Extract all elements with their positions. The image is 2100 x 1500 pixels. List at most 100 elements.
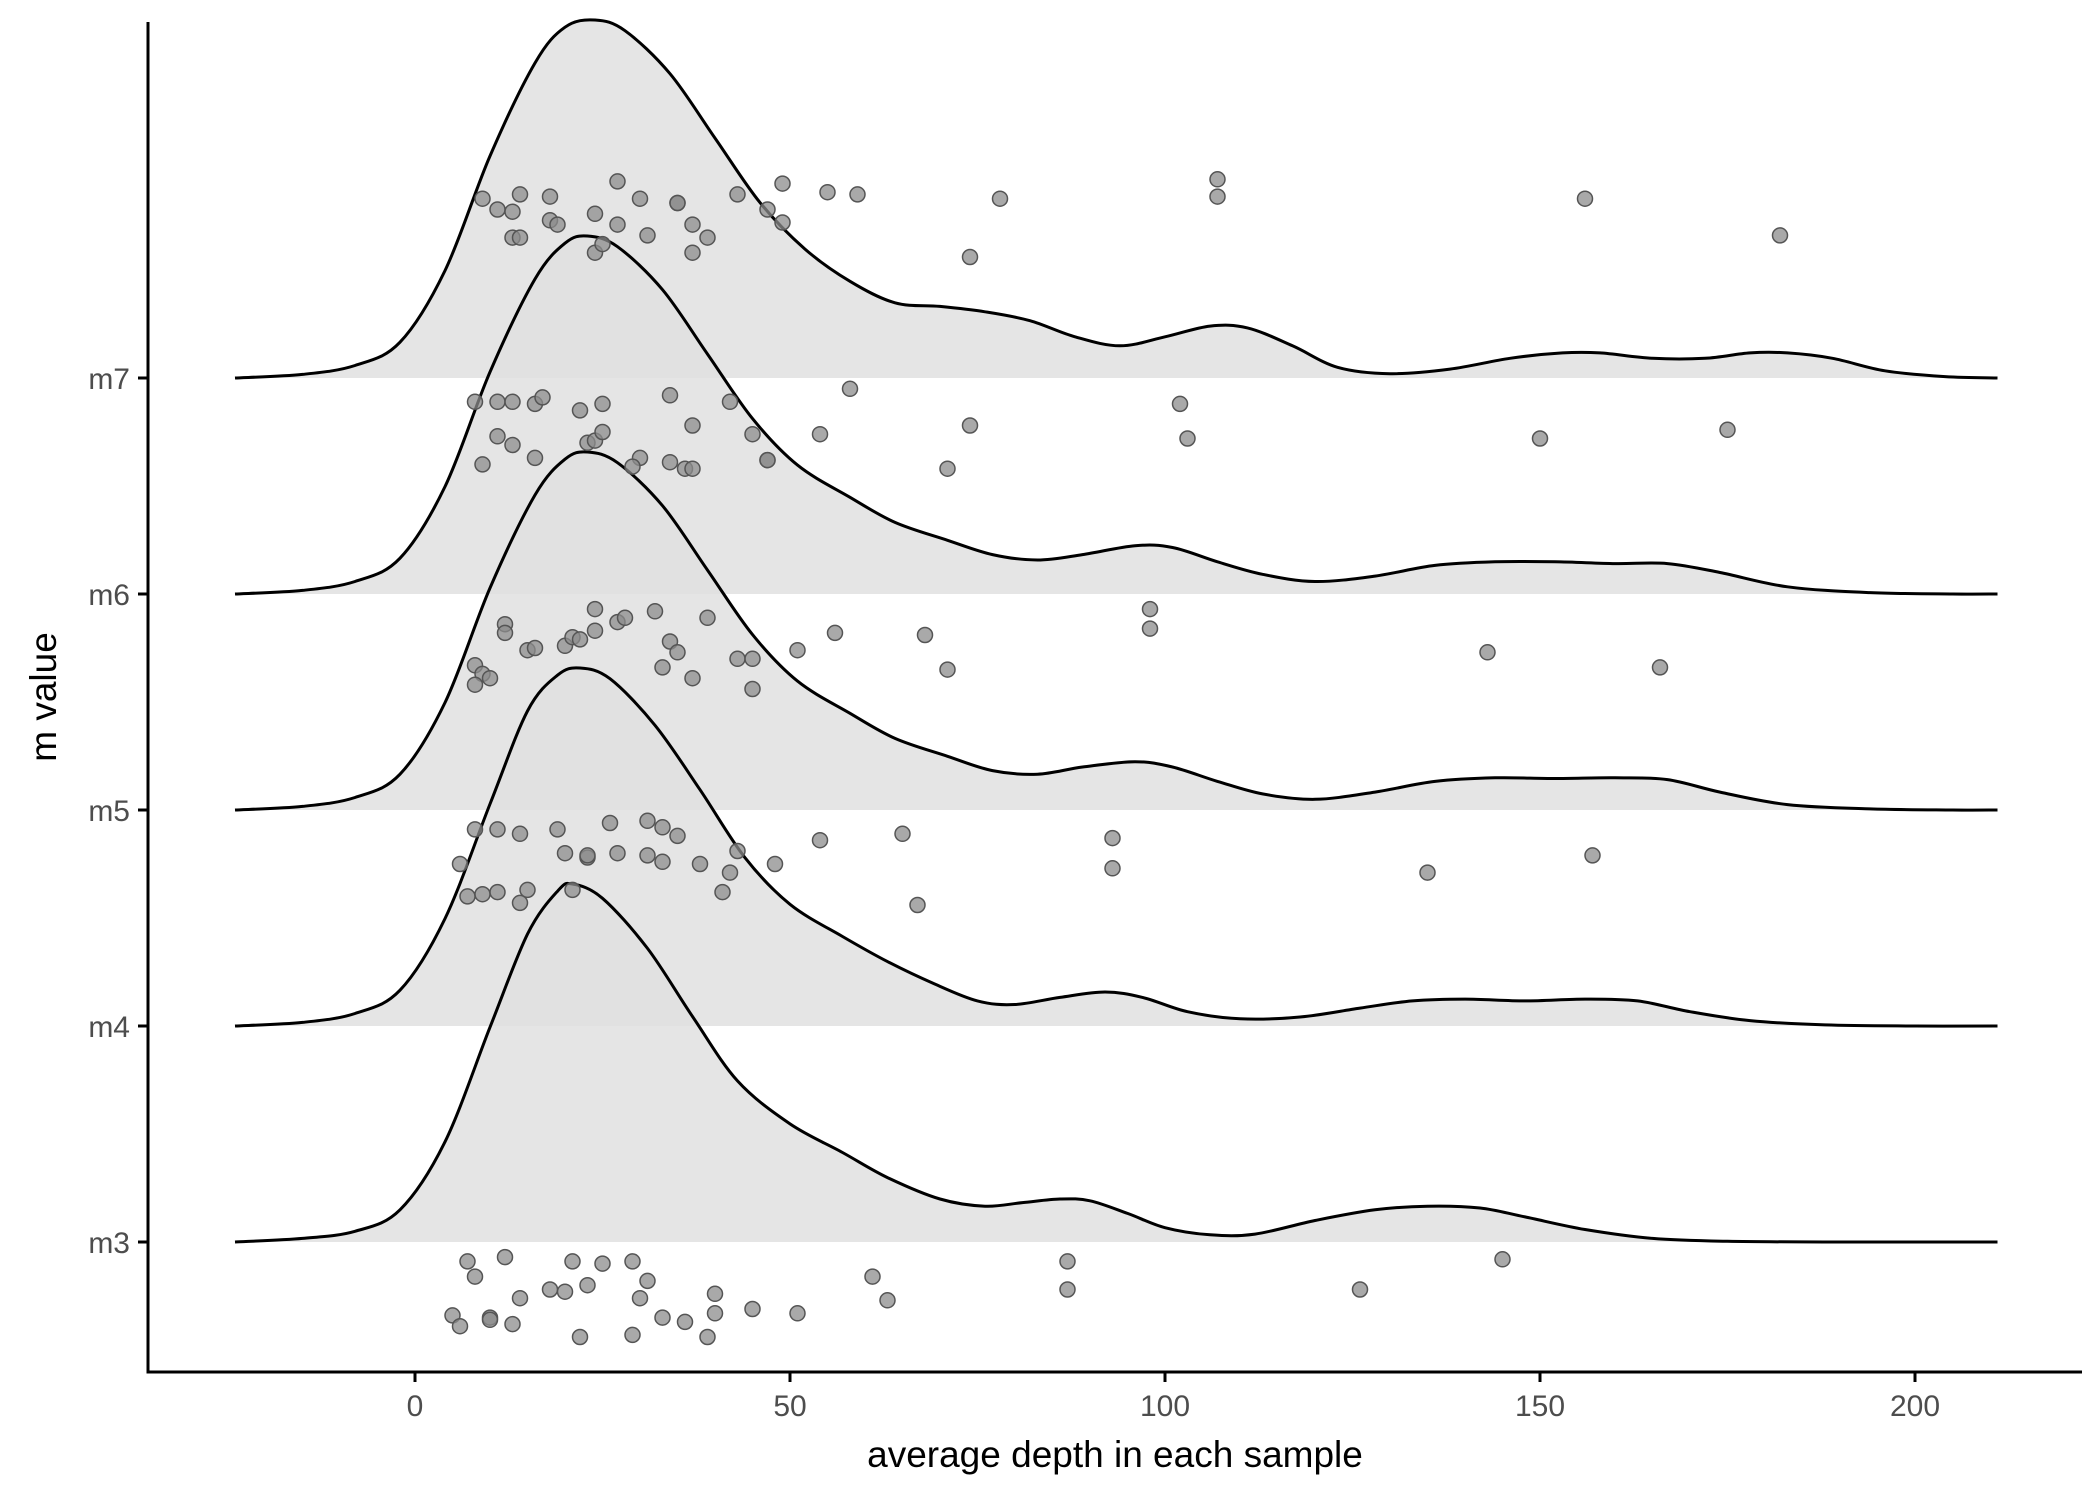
point-m7 (511, 186, 529, 203)
point-m6 (811, 425, 829, 443)
point-m4 (511, 825, 529, 843)
point-m4 (549, 821, 566, 838)
point-m7 (586, 205, 604, 223)
point-m4 (721, 864, 739, 881)
point-m3 (579, 1276, 596, 1294)
point-m6 (624, 458, 641, 475)
axes-layer (146, 22, 2082, 1374)
point-m3 (864, 1268, 881, 1285)
point-m3 (654, 1309, 671, 1326)
x-axis-title: average depth in each sample (867, 1434, 1363, 1475)
point-m4 (511, 894, 529, 912)
point-m3 (556, 1283, 574, 1300)
point-m7 (774, 175, 791, 192)
point-m4 (1104, 829, 1121, 847)
point-m7 (1771, 227, 1789, 244)
point-m4 (474, 885, 491, 903)
point-m4 (639, 847, 656, 864)
point-m4 (579, 847, 596, 864)
point-m7 (1209, 188, 1226, 205)
point-m6 (1719, 421, 1736, 439)
x-ticks: 0 50 100 150 200 (407, 1372, 1940, 1423)
point-m6 (504, 393, 521, 411)
point-m4 (654, 853, 671, 871)
point-m4 (729, 842, 746, 860)
point-m3 (1059, 1281, 1076, 1298)
point-m7 (594, 235, 611, 253)
point-m7 (609, 173, 626, 190)
point-m4 (451, 855, 469, 873)
point-m4 (1419, 864, 1436, 881)
ridge-fill-m3 (235, 883, 1998, 1243)
point-m3 (564, 1253, 581, 1270)
point-m7 (684, 244, 701, 261)
point-m5 (586, 600, 604, 618)
point-m7 (729, 186, 746, 203)
point-m5 (1141, 620, 1159, 637)
point-m3 (1351, 1281, 1369, 1298)
point-m3 (481, 1311, 499, 1329)
point-m3 (541, 1281, 559, 1298)
point-m3 (699, 1328, 716, 1346)
point-m3 (706, 1285, 724, 1303)
point-m3 (594, 1255, 611, 1272)
point-m7 (489, 201, 506, 218)
point-m7 (609, 216, 626, 233)
point-m7 (849, 186, 866, 203)
y-tick-label-m6: m6 (88, 579, 130, 612)
point-m3 (511, 1289, 529, 1307)
point-m5 (1141, 600, 1159, 618)
point-m5 (684, 669, 701, 687)
y-tick-label-m7: m7 (88, 363, 130, 396)
point-m6 (841, 380, 859, 398)
point-m6 (661, 387, 679, 404)
point-m6 (504, 436, 521, 454)
point-m6 (594, 423, 611, 441)
point-m7 (1209, 171, 1226, 188)
point-m6 (759, 451, 776, 469)
point-m3 (504, 1315, 521, 1333)
point-m5 (646, 603, 664, 620)
point-m4 (639, 812, 656, 830)
point-m4 (459, 888, 476, 905)
point-m4 (669, 827, 686, 845)
point-m3 (631, 1289, 649, 1307)
ridge-m5 (234, 450, 1998, 812)
point-m3 (639, 1272, 656, 1290)
point-m5 (586, 622, 604, 639)
ridge-fill-m6 (235, 235, 1998, 595)
point-m5 (526, 639, 544, 657)
point-m5 (1479, 644, 1496, 661)
x-tick-label: 200 (1890, 1390, 1940, 1423)
point-m6 (684, 417, 701, 434)
point-m6 (744, 425, 761, 443)
point-m7 (474, 190, 491, 207)
ridge-fill-m5 (235, 451, 1998, 811)
point-m6 (1179, 430, 1196, 447)
y-axis-title: m value (23, 632, 64, 762)
point-m6 (1531, 430, 1549, 447)
point-m7 (759, 201, 776, 218)
point-m4 (811, 831, 829, 849)
ridge-m6 (234, 234, 1998, 596)
point-m4 (654, 819, 671, 836)
point-m5 (729, 650, 746, 668)
point-m6 (1171, 395, 1189, 413)
point-m3 (624, 1326, 641, 1344)
point-m4 (691, 855, 709, 873)
point-m4 (609, 844, 626, 862)
point-m3 (1494, 1251, 1511, 1268)
y-tick-label-m5: m5 (88, 795, 130, 828)
point-m4 (1104, 860, 1121, 877)
point-m3 (1059, 1253, 1076, 1270)
point-m5 (744, 680, 761, 698)
point-m7 (819, 183, 836, 201)
point-m5 (616, 609, 634, 627)
point-m4 (519, 881, 536, 899)
point-m4 (601, 814, 619, 832)
x-tick-label: 50 (773, 1390, 806, 1423)
point-m4 (489, 883, 506, 901)
point-m3 (496, 1248, 514, 1266)
point-m5 (744, 650, 761, 668)
point-m4 (564, 881, 581, 899)
